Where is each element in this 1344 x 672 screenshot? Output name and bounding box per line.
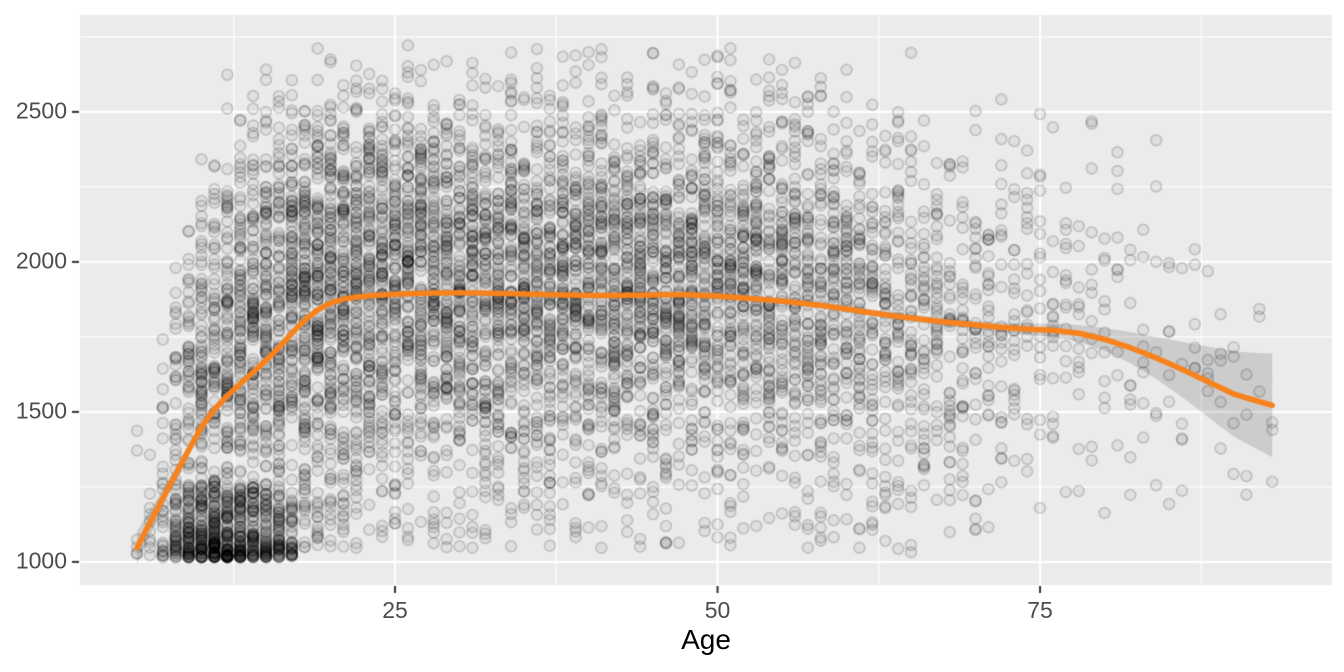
x-axis-title: Age xyxy=(681,624,731,655)
y-axis-tick-label: 1500 xyxy=(15,397,67,424)
x-axis-tick-label: 75 xyxy=(1027,597,1053,623)
x-axis-tick-label: 50 xyxy=(704,597,731,623)
x-axis-tick-label: 25 xyxy=(382,597,408,623)
y-axis-tick-label: 1000 xyxy=(15,547,67,574)
y-axis-tick-label: 2500 xyxy=(15,97,67,124)
y-axis-tick-label: 2000 xyxy=(15,247,67,274)
